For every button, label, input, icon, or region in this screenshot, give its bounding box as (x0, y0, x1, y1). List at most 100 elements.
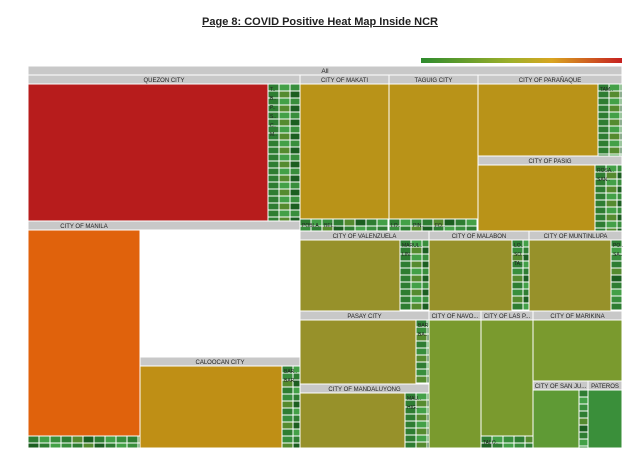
city-of-pasig-tile[interactable] (605, 192, 618, 201)
quezon-city-tile[interactable] (267, 139, 280, 148)
city-of-mandaluyong-tile[interactable] (415, 434, 428, 443)
quezon-city-tile[interactable] (267, 174, 280, 183)
city-of-pasig-tile[interactable] (616, 213, 623, 222)
city-of-para-aque-tile[interactable] (608, 97, 621, 106)
city-of-malabon-tile[interactable] (511, 274, 524, 283)
quezon-city-tile[interactable] (278, 132, 291, 141)
quezon-city-tile[interactable] (278, 83, 291, 92)
city-of-las-p--tile[interactable] (513, 442, 526, 449)
city-of-muntinlupa-tile[interactable] (610, 260, 623, 269)
city-of-valenzuela-tile[interactable] (421, 295, 430, 304)
quezon-city-tile[interactable] (267, 188, 280, 197)
city-of-mandaluyong-tile[interactable] (415, 427, 428, 436)
city-of-valenzuela-tile[interactable] (399, 260, 412, 269)
caloocan-city-tile[interactable] (281, 435, 294, 444)
city-of-san-ju--tile[interactable] (578, 410, 589, 419)
city-of-para-aque-block[interactable] (477, 83, 599, 157)
city-of-manila-tile[interactable] (126, 442, 139, 449)
quezon-city-tile[interactable] (278, 90, 291, 99)
city-of-mandaluyong-tile[interactable] (404, 420, 417, 429)
caloocan-city-tile[interactable] (292, 400, 301, 409)
city-of-muntinlupa-tile[interactable] (610, 288, 623, 297)
city-of-malabon-tile[interactable] (522, 302, 530, 311)
city-of-muntinlupa-tile[interactable] (610, 267, 623, 276)
quezon-city-tile[interactable] (278, 167, 291, 176)
city-of-mandaluyong-block[interactable] (299, 392, 406, 449)
caloocan-city-tile[interactable] (292, 386, 301, 395)
city-of-manila-tile[interactable] (115, 435, 128, 444)
city-of-manila-tile[interactable] (93, 435, 106, 444)
city-of-makati-tile[interactable] (376, 218, 389, 227)
quezon-city-tile[interactable] (278, 118, 291, 127)
city-of-makati-tile[interactable] (365, 218, 378, 227)
quezon-city-tile[interactable] (289, 97, 301, 106)
quezon-city-tile[interactable] (289, 153, 301, 162)
caloocan-city-tile[interactable] (281, 428, 294, 437)
caloocan-city-tile[interactable] (281, 414, 294, 423)
city-of-para-aque-tile[interactable] (597, 139, 610, 148)
city-of-para-aque-tile[interactable] (597, 104, 610, 113)
quezon-city-tile[interactable] (278, 188, 291, 197)
caloocan-city-tile[interactable] (281, 386, 294, 395)
city-of-las-p--tile[interactable] (524, 442, 534, 449)
quezon-city-tile[interactable] (267, 209, 280, 218)
caloocan-city-block[interactable] (139, 365, 283, 449)
city-of-valenzuela-tile[interactable] (399, 302, 412, 311)
city-of-valenzuela-tile[interactable] (421, 267, 430, 276)
caloocan-city-tile[interactable] (292, 435, 301, 444)
city-of-malabon-tile[interactable] (511, 267, 524, 276)
quezon-city-tile[interactable] (289, 90, 301, 99)
city-of-manila-block[interactable] (27, 229, 141, 437)
quezon-city-tile[interactable] (278, 146, 291, 155)
quezon-city-tile[interactable] (278, 153, 291, 162)
city-of-valenzuela-tile[interactable] (421, 302, 430, 311)
city-of-navo--block[interactable] (428, 319, 482, 449)
quezon-city-tile[interactable] (289, 160, 301, 169)
quezon-city-tile[interactable] (267, 146, 280, 155)
quezon-city-tile[interactable] (278, 181, 291, 190)
city-of-muntinlupa-tile[interactable] (610, 281, 623, 290)
taguig-city-tile[interactable] (465, 218, 478, 227)
city-of-valenzuela-tile[interactable] (410, 295, 423, 304)
city-of-valenzuela-tile[interactable] (421, 246, 430, 255)
pasay-city-tile[interactable] (415, 361, 428, 370)
city-of-pasig-tile[interactable] (616, 206, 623, 215)
city-of-para-aque-tile[interactable] (619, 139, 623, 148)
city-of-para-aque-tile[interactable] (619, 118, 623, 127)
city-of-san-ju--tile[interactable] (578, 396, 589, 405)
city-of-pasig-tile[interactable] (594, 220, 607, 229)
city-of-san-ju--tile[interactable] (578, 389, 589, 398)
pateros-block[interactable] (587, 389, 623, 449)
quezon-city-tile[interactable] (289, 132, 301, 141)
city-of-manila-tile[interactable] (126, 435, 139, 444)
city-of-valenzuela-tile[interactable] (410, 253, 423, 262)
pasay-city-tile[interactable] (415, 375, 428, 384)
quezon-city-tile[interactable] (278, 125, 291, 134)
city-of-makati-tile[interactable] (354, 225, 367, 232)
taguig-city-tile[interactable] (465, 225, 478, 232)
quezon-city-tile[interactable] (267, 181, 280, 190)
city-of-muntinlupa-block[interactable] (528, 239, 612, 312)
city-of-pasig-block[interactable] (477, 164, 596, 232)
city-of-makati-tile[interactable] (376, 225, 389, 232)
city-of-pasig-tile[interactable] (616, 178, 623, 187)
city-of-manila-tile[interactable] (60, 442, 73, 449)
city-of-manila-tile[interactable] (60, 435, 73, 444)
quezon-city-tile[interactable] (289, 139, 301, 148)
city-of-malabon-tile[interactable] (511, 302, 524, 311)
city-of-makati-block[interactable] (299, 83, 390, 220)
city-of-las-p--tile[interactable] (524, 435, 534, 444)
quezon-city-tile[interactable] (289, 125, 301, 134)
city-of-pasig-tile[interactable] (616, 185, 623, 194)
taguig-city-tile[interactable] (443, 218, 456, 227)
quezon-city-tile[interactable] (289, 167, 301, 176)
city-of-para-aque-tile[interactable] (608, 132, 621, 141)
city-of-mandaluyong-tile[interactable] (404, 441, 417, 449)
city-of-para-aque-tile[interactable] (619, 104, 623, 113)
city-of-para-aque-tile[interactable] (608, 146, 621, 155)
quezon-city-tile[interactable] (289, 118, 301, 127)
city-of-san-ju--tile[interactable] (578, 431, 589, 440)
city-of-makati-tile[interactable] (365, 225, 378, 232)
pasay-city-block[interactable] (299, 319, 417, 385)
city-of-valenzuela-tile[interactable] (399, 295, 412, 304)
